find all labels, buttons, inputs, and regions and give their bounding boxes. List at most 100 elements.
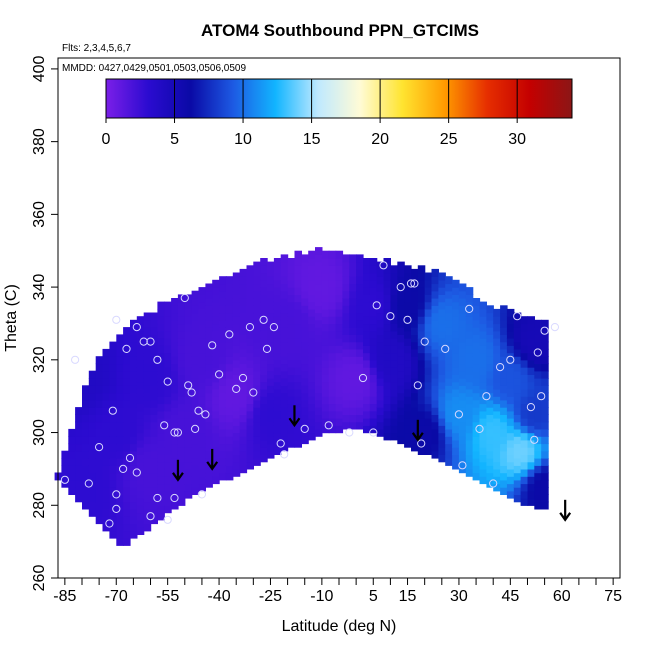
field-cell xyxy=(246,287,254,295)
field-cell xyxy=(136,374,145,383)
field-cell xyxy=(253,327,261,335)
field-cell xyxy=(157,505,165,514)
field-cell xyxy=(335,301,344,310)
field-cell xyxy=(424,403,433,412)
sample-point xyxy=(163,377,172,386)
field-cell xyxy=(390,345,398,354)
field-cell xyxy=(287,272,296,281)
field-cell xyxy=(308,323,316,332)
field-cell xyxy=(328,396,337,405)
sample-point xyxy=(372,301,381,310)
field-cell xyxy=(472,450,481,459)
field-cell xyxy=(486,312,494,321)
field-cell xyxy=(267,399,275,408)
field-cell xyxy=(397,319,405,328)
field-cell xyxy=(191,298,200,306)
field-cell xyxy=(315,298,323,306)
field-cell xyxy=(116,341,124,350)
field-cell xyxy=(506,330,515,339)
field-cell xyxy=(136,396,145,405)
field-cell xyxy=(267,378,275,386)
field-cell xyxy=(280,283,289,292)
field-cell xyxy=(376,399,385,408)
field-cell xyxy=(397,385,405,394)
field-cell xyxy=(527,359,535,368)
field-cell xyxy=(328,418,337,426)
field-cell xyxy=(116,334,124,343)
field-cell xyxy=(246,308,254,317)
field-cell xyxy=(253,385,261,394)
field-cell xyxy=(390,316,398,325)
field-cell xyxy=(171,465,179,474)
field-cell xyxy=(150,501,158,510)
field-cell xyxy=(342,334,350,343)
field-cell xyxy=(321,272,330,281)
field-cell xyxy=(411,414,419,423)
field-cell xyxy=(219,363,227,372)
field-cell xyxy=(287,279,296,288)
field-cell xyxy=(205,312,213,321)
field-cell xyxy=(171,414,179,423)
field-cell xyxy=(164,330,172,339)
field-cell xyxy=(239,407,248,415)
field-cell xyxy=(205,436,213,445)
field-cell xyxy=(527,403,535,412)
field-cell xyxy=(294,345,302,354)
field-cell xyxy=(376,370,385,379)
field-cell xyxy=(225,276,234,285)
field-cell xyxy=(171,341,179,350)
field-cell xyxy=(130,450,138,459)
field-cell xyxy=(198,388,206,397)
field-cell xyxy=(411,428,419,437)
field-cell xyxy=(184,432,193,441)
field-cell xyxy=(123,501,131,510)
field-cell xyxy=(95,407,104,415)
field-cell xyxy=(123,421,131,430)
field-cell xyxy=(397,407,405,415)
field-cell xyxy=(225,385,234,394)
field-cell xyxy=(506,308,515,317)
field-cell xyxy=(527,461,535,470)
sample-point xyxy=(506,355,515,364)
field-cell xyxy=(411,407,419,415)
field-cell xyxy=(500,407,508,415)
field-cell xyxy=(88,407,97,415)
field-cell xyxy=(369,294,378,303)
field-cell xyxy=(438,432,446,441)
field-cell xyxy=(349,276,357,285)
field-cell xyxy=(349,363,357,372)
field-cell xyxy=(363,418,371,426)
sample-point xyxy=(245,323,254,332)
field-cell xyxy=(82,501,90,510)
field-cell xyxy=(287,403,296,412)
field-cell xyxy=(342,399,350,408)
field-cell xyxy=(520,490,529,499)
field-cell xyxy=(328,345,337,354)
sample-point xyxy=(208,341,217,350)
field-cell xyxy=(239,450,248,459)
field-cell xyxy=(232,308,241,317)
field-cell xyxy=(82,436,90,445)
sample-point xyxy=(369,428,378,437)
field-cell xyxy=(445,407,453,415)
field-cell xyxy=(198,425,206,434)
field-cell xyxy=(246,316,254,325)
field-cell xyxy=(363,265,371,274)
field-cell xyxy=(479,410,487,419)
field-cell xyxy=(219,298,227,306)
field-cell xyxy=(411,392,419,401)
field-cell xyxy=(301,436,309,445)
field-cell xyxy=(301,407,309,415)
field-cell xyxy=(102,487,110,495)
field-cell xyxy=(191,363,200,372)
field-cell xyxy=(260,410,268,419)
field-cell xyxy=(513,414,522,423)
field-cell xyxy=(520,418,529,426)
field-cell xyxy=(253,378,261,386)
field-cell xyxy=(465,367,474,375)
field-cell xyxy=(417,287,426,295)
field-cell xyxy=(225,298,234,306)
field-cell xyxy=(369,403,378,412)
sample-point xyxy=(153,355,162,364)
field-cell xyxy=(273,294,282,303)
